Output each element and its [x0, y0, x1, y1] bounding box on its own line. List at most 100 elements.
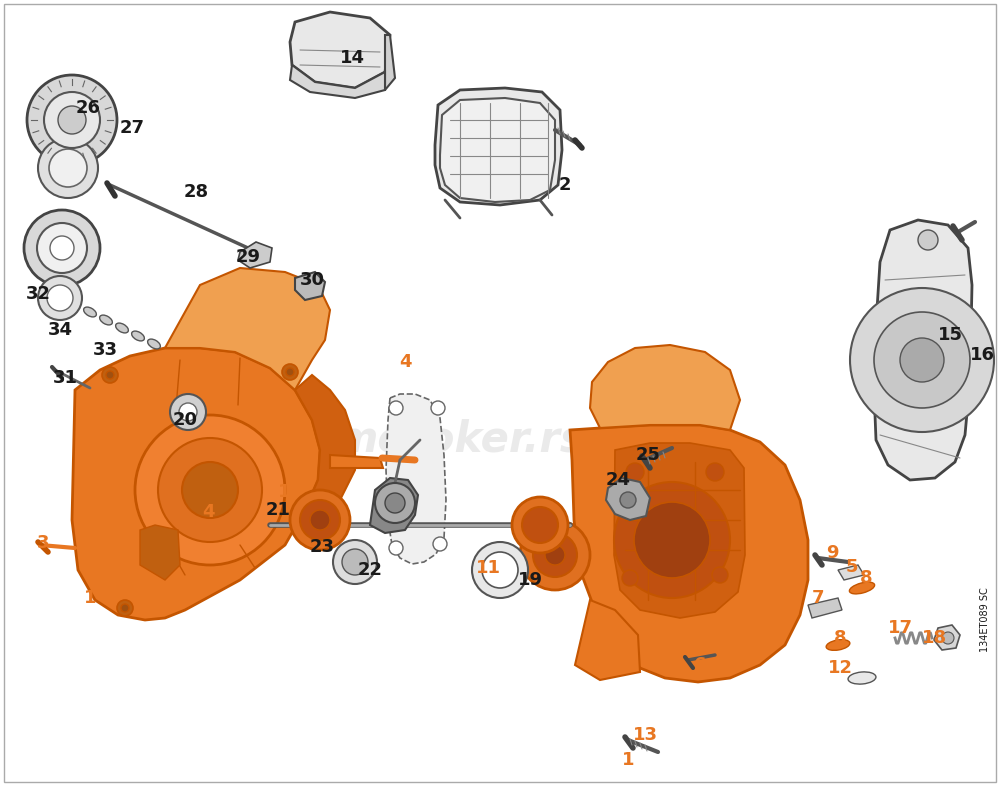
Circle shape	[342, 549, 368, 575]
Circle shape	[302, 502, 318, 518]
Text: 23: 23	[310, 538, 334, 556]
Circle shape	[626, 463, 644, 481]
Text: 24: 24	[606, 471, 631, 489]
Circle shape	[522, 507, 558, 543]
Polygon shape	[72, 348, 320, 620]
Text: 4: 4	[202, 503, 214, 521]
Polygon shape	[290, 65, 385, 98]
Ellipse shape	[826, 640, 850, 650]
Circle shape	[520, 520, 590, 590]
Text: 26: 26	[76, 99, 100, 117]
Text: 9: 9	[826, 544, 838, 562]
Text: 6: 6	[694, 656, 706, 674]
Polygon shape	[330, 455, 383, 468]
Circle shape	[706, 463, 724, 481]
Ellipse shape	[116, 323, 128, 333]
Circle shape	[942, 632, 954, 644]
Circle shape	[37, 223, 87, 273]
Text: 25: 25	[636, 446, 660, 464]
Polygon shape	[385, 35, 395, 90]
Polygon shape	[290, 12, 390, 88]
Circle shape	[282, 364, 298, 380]
Text: 17: 17	[888, 619, 912, 637]
Ellipse shape	[148, 339, 160, 349]
Circle shape	[24, 210, 100, 286]
Text: 1: 1	[622, 751, 634, 769]
Circle shape	[58, 106, 86, 134]
Circle shape	[121, 604, 129, 612]
Text: 28: 28	[183, 183, 209, 201]
Polygon shape	[570, 425, 808, 682]
FancyBboxPatch shape	[4, 4, 996, 782]
Circle shape	[44, 92, 100, 148]
Polygon shape	[874, 220, 972, 480]
Polygon shape	[614, 443, 745, 618]
Text: 8: 8	[860, 569, 872, 587]
Text: 19: 19	[518, 571, 542, 589]
Text: 8: 8	[834, 629, 846, 647]
Circle shape	[50, 236, 74, 260]
Circle shape	[385, 493, 405, 513]
Ellipse shape	[84, 307, 96, 317]
Circle shape	[300, 500, 340, 540]
Circle shape	[310, 510, 330, 530]
Polygon shape	[440, 98, 555, 202]
Circle shape	[49, 149, 87, 187]
Circle shape	[102, 367, 118, 383]
Circle shape	[433, 537, 447, 551]
Text: 18: 18	[922, 629, 948, 647]
Text: 14: 14	[340, 49, 364, 67]
Text: 27: 27	[120, 119, 144, 137]
Circle shape	[158, 438, 262, 542]
Polygon shape	[386, 394, 446, 564]
Polygon shape	[165, 268, 330, 390]
Circle shape	[135, 415, 285, 565]
Text: 5: 5	[846, 558, 858, 576]
Text: 1: 1	[84, 589, 96, 607]
Circle shape	[712, 567, 728, 583]
Circle shape	[27, 75, 117, 165]
Text: 31: 31	[52, 369, 78, 387]
Text: 3: 3	[37, 534, 49, 552]
Polygon shape	[838, 565, 864, 580]
Text: 34: 34	[48, 321, 72, 339]
Circle shape	[482, 552, 518, 588]
Circle shape	[634, 502, 710, 578]
Text: 2: 2	[559, 176, 571, 194]
Circle shape	[286, 368, 294, 376]
Polygon shape	[238, 242, 272, 268]
Text: 15: 15	[938, 326, 962, 344]
Polygon shape	[435, 88, 562, 205]
Text: 13: 13	[633, 726, 658, 744]
Text: 22: 22	[358, 561, 382, 579]
Circle shape	[182, 462, 238, 518]
Text: motoker.rs: motoker.rs	[335, 419, 585, 461]
Circle shape	[170, 394, 206, 430]
Circle shape	[306, 506, 314, 514]
Text: 4: 4	[399, 353, 411, 371]
Text: 33: 33	[92, 341, 118, 359]
Circle shape	[375, 483, 415, 523]
Circle shape	[431, 401, 445, 415]
Polygon shape	[590, 345, 740, 430]
Ellipse shape	[132, 331, 144, 341]
Circle shape	[472, 542, 528, 598]
Text: 12: 12	[828, 659, 852, 677]
Circle shape	[900, 338, 944, 382]
Circle shape	[918, 230, 938, 250]
Text: 10: 10	[278, 483, 302, 501]
Circle shape	[179, 403, 197, 421]
Circle shape	[47, 285, 73, 311]
Circle shape	[545, 545, 565, 565]
Circle shape	[622, 570, 638, 586]
Circle shape	[389, 541, 403, 555]
Polygon shape	[575, 600, 640, 680]
Circle shape	[106, 371, 114, 379]
Circle shape	[620, 492, 636, 508]
Polygon shape	[370, 478, 418, 533]
Text: 30: 30	[300, 271, 324, 289]
Circle shape	[117, 600, 133, 616]
Circle shape	[850, 288, 994, 432]
Circle shape	[614, 482, 730, 598]
Circle shape	[533, 533, 577, 577]
